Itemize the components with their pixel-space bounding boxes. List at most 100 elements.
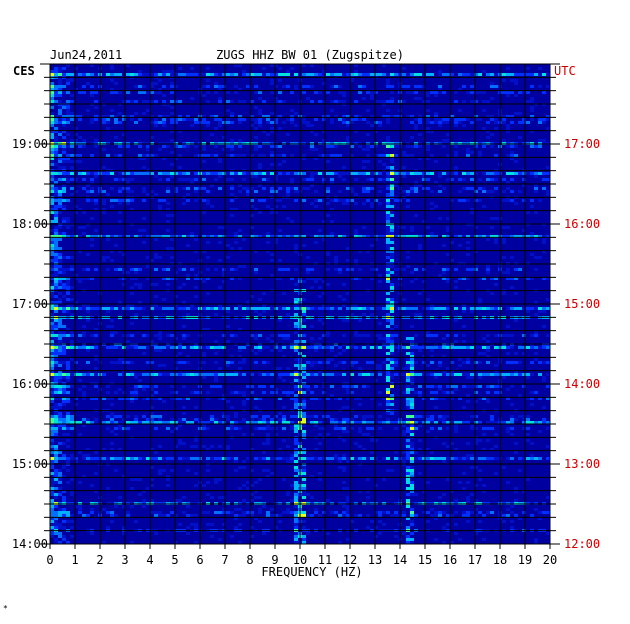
spectrogram-cell [294, 454, 298, 457]
spectrogram-cell [266, 235, 270, 238]
spectrogram-cell [70, 118, 74, 121]
spectrogram-cell [290, 235, 294, 238]
spectrogram-cell [406, 454, 410, 457]
spectrogram-cell [510, 256, 514, 259]
spectrogram-cell [130, 268, 134, 271]
spectrogram-cell [490, 217, 494, 220]
spectrogram-cell [262, 385, 266, 388]
spectrogram-cell [350, 118, 354, 121]
spectrogram-cell [86, 109, 90, 112]
spectrogram-cell [134, 172, 138, 175]
spectrogram-cell [414, 187, 418, 190]
spectrogram-cell [258, 298, 262, 301]
spectrogram-cell [390, 229, 394, 232]
spectrogram-cell [66, 133, 70, 136]
spectrogram-cell [286, 508, 290, 511]
spectrogram-cell [66, 412, 70, 415]
spectrogram-cell [410, 532, 414, 535]
spectrogram-cell [354, 202, 358, 205]
spectrogram-cell [370, 346, 374, 349]
spectrogram-cell [82, 334, 86, 337]
spectrogram-cell [414, 421, 418, 424]
spectrogram-cell [382, 397, 386, 400]
spectrogram-cell [134, 421, 138, 424]
spectrogram-cell [282, 292, 286, 295]
spectrogram-cell [238, 277, 242, 280]
spectrogram-cell [370, 451, 374, 454]
spectrogram-cell [202, 352, 206, 355]
spectrogram-cell [86, 418, 90, 421]
spectrogram-cell [278, 277, 282, 280]
spectrogram-cell [114, 331, 118, 334]
spectrogram-cell [470, 424, 474, 427]
spectrogram-cell [258, 373, 262, 376]
spectrogram-cell [50, 346, 54, 349]
spectrogram-cell [502, 226, 506, 229]
spectrogram-cell [170, 163, 174, 166]
spectrogram-cell [458, 88, 462, 91]
spectrogram-cell [50, 493, 54, 496]
spectrogram-cell [546, 178, 550, 181]
spectrogram-cell [142, 373, 146, 376]
spectrogram-cell [230, 457, 234, 460]
spectrogram-cell [294, 511, 298, 514]
spectrogram-cell [290, 121, 294, 124]
spectrogram-cell [50, 475, 54, 478]
spectrogram-cell [466, 148, 470, 151]
spectrogram-cell [150, 511, 154, 514]
spectrogram-cell [86, 73, 90, 76]
spectrogram-cell [414, 190, 418, 193]
spectrogram-cell [330, 307, 334, 310]
spectrogram-cell [106, 397, 110, 400]
spectrogram-cell [534, 307, 538, 310]
spectrogram-cell [514, 307, 518, 310]
spectrogram-cell [230, 421, 234, 424]
spectrogram-cell [546, 496, 550, 499]
spectrogram-cell [174, 346, 178, 349]
spectrogram-cell [462, 310, 466, 313]
spectrogram-cell [394, 301, 398, 304]
spectrogram-cell [122, 271, 126, 274]
spectrogram-cell [306, 385, 310, 388]
spectrogram-cell [478, 373, 482, 376]
spectrogram-cell [278, 373, 282, 376]
spectrogram-cell [266, 469, 270, 472]
spectrogram-cell [326, 250, 330, 253]
spectrogram-cell [478, 421, 482, 424]
spectrogram-cell [290, 460, 294, 463]
spectrogram-cell [330, 457, 334, 460]
spectrogram-cell [502, 139, 506, 142]
spectrogram-cell [422, 421, 426, 424]
spectrogram-cell [318, 337, 322, 340]
spectrogram-cell [294, 430, 298, 433]
spectrogram-cell [102, 73, 106, 76]
spectrogram-cell [122, 145, 126, 148]
spectrogram-cell [102, 421, 106, 424]
spectrogram-cell [242, 418, 246, 421]
spectrogram-cell [282, 334, 286, 337]
spectrogram-cell [302, 367, 306, 370]
spectrogram-cell [186, 526, 190, 529]
spectrogram-cell [334, 256, 338, 259]
spectrogram-cell [306, 307, 310, 310]
spectrogram-cell [202, 280, 206, 283]
spectrogram-cell [234, 508, 238, 511]
station-title: ZUGS HHZ BW 01 (Zugspitze) [216, 48, 404, 62]
spectrogram-cell [110, 235, 114, 238]
spectrogram-cell [134, 112, 138, 115]
spectrogram-cell [506, 94, 510, 97]
spectrogram-cell [158, 121, 162, 124]
spectrogram-cell [90, 178, 94, 181]
spectrogram-cell [522, 229, 526, 232]
spectrogram-cell [126, 115, 130, 118]
spectrogram-cell [218, 226, 222, 229]
spectrogram-cell [494, 385, 498, 388]
spectrogram-cell [350, 520, 354, 523]
spectrogram-cell [310, 415, 314, 418]
spectrogram-cell [306, 124, 310, 127]
spectrogram-cell [54, 283, 58, 286]
spectrogram-cell [262, 67, 266, 70]
spectrogram-cell [134, 415, 138, 418]
spectrogram-cell [202, 421, 206, 424]
spectrogram-cell [122, 427, 126, 430]
